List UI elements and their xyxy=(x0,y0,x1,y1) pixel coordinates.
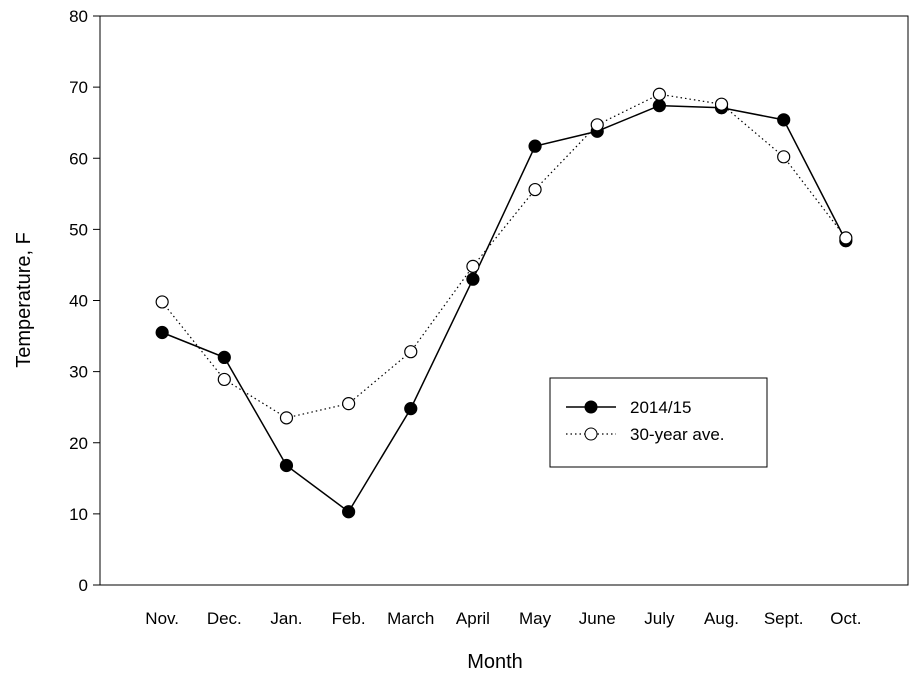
data-point xyxy=(155,295,169,309)
data-point xyxy=(155,325,169,340)
y-tick-label: 60 xyxy=(69,149,88,168)
data-point xyxy=(404,402,418,416)
data-point xyxy=(528,139,542,153)
legend-box xyxy=(549,377,768,468)
data-point xyxy=(404,345,418,359)
x-axis-label: Month xyxy=(467,651,523,673)
data-point xyxy=(217,350,231,364)
data-point xyxy=(714,97,729,111)
legend-label: 30-year ave. xyxy=(630,425,725,444)
data-point xyxy=(217,372,231,387)
data-point xyxy=(652,87,666,101)
data-point xyxy=(652,99,666,113)
x-tick-label: April xyxy=(456,609,490,628)
data-point xyxy=(777,150,791,164)
data-point xyxy=(279,458,294,473)
y-axis-label: Temperature, F xyxy=(13,232,35,368)
y-tick-label: 0 xyxy=(79,576,88,595)
data-point xyxy=(777,113,791,127)
series-line xyxy=(161,104,847,513)
data-point xyxy=(466,259,480,273)
series-line xyxy=(161,93,847,419)
x-tick-label: Oct. xyxy=(830,609,861,628)
data-point xyxy=(342,397,356,411)
legend-marker xyxy=(584,427,598,441)
y-tick-label: 30 xyxy=(69,363,88,382)
legend: 2014/15 30-year ave. xyxy=(549,377,768,468)
x-tick-label: March xyxy=(387,609,434,628)
data-point xyxy=(590,118,604,132)
y-tick-label: 80 xyxy=(69,7,88,26)
x-tick-label: June xyxy=(579,609,616,628)
y-tick-label: 20 xyxy=(69,434,88,453)
y-tick-label: 10 xyxy=(69,505,88,524)
x-tick-label: Aug. xyxy=(704,609,739,628)
x-tick-label: Sept. xyxy=(764,609,804,628)
x-tick-label: May xyxy=(519,609,552,628)
y-tick-label: 50 xyxy=(69,220,88,239)
x-tick-label: Nov. xyxy=(145,609,179,628)
x-tick-label: Jan. xyxy=(270,609,302,628)
x-tick-label: July xyxy=(644,609,675,628)
x-tick-label: Dec. xyxy=(207,609,242,628)
x-tick-label: Feb. xyxy=(332,609,366,628)
data-point xyxy=(839,231,853,245)
data-point xyxy=(279,411,294,425)
legend-label: 2014/15 xyxy=(630,398,691,417)
data-point xyxy=(466,272,480,286)
plot-frame xyxy=(99,15,909,586)
data-point xyxy=(342,505,356,519)
data-point xyxy=(528,182,542,197)
y-tick-label: 40 xyxy=(69,292,88,311)
legend-marker xyxy=(584,400,598,414)
y-tick-label: 70 xyxy=(69,78,88,97)
